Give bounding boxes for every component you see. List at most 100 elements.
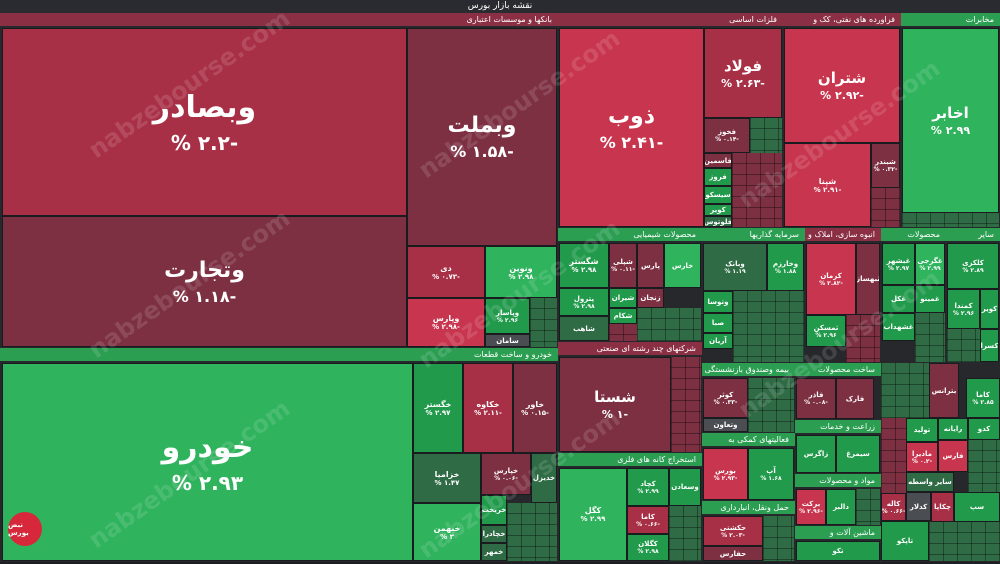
sector-insurance: بیمه وصندوق بازنشستگی کوثر% ۰.۳۳- وتعاون [702,363,795,433]
tile-shepna[interactable]: شپنا% ۲.۹۱- [784,143,871,227]
tile-kalkzi[interactable]: کلکزی% ۲.۸۹ [947,243,999,289]
sector-investment: سرمایه گذاریها وبانک% ۱.۱۹ وخارزم% ۱.۸۸ … [702,228,805,363]
tile-shkam[interactable]: شکام [609,308,637,324]
tile-petrol[interactable]: پترول% ۲.۹۸ [559,288,609,316]
tile-khodabal[interactable]: خدیزل [531,453,557,503]
tile-folad[interactable]: فولاد% ۲.۶۳- [704,28,782,118]
tile-fasmin[interactable]: فاسمین [704,153,732,168]
tile-takhar[interactable]: تاپکو [881,521,929,561]
tile-pars[interactable]: پارس [637,243,664,288]
tile-kasra[interactable]: کسرا [980,329,999,362]
tile-khzamia[interactable]: خزامیا% ۱.۴۷ [413,453,481,503]
sector-machinery: ماشین آلات و تکو [795,526,881,562]
tile-tolid[interactable]: تولید [906,418,938,442]
sector-telecom: مخابرات اخابر% ۲.۹۹ [901,13,1000,228]
tile-khgostar[interactable]: خگستر% ۲.۹۷ [413,363,463,453]
tile-simorgh[interactable]: سیمرغ [836,435,880,473]
tile-shahab[interactable]: شاهب [559,316,609,341]
tile-felozoom[interactable]: فلوتوس [704,216,732,227]
tile-haplay[interactable]: حفارس [703,546,763,561]
tile-bars[interactable]: بورس% ۲.۹۳- [703,448,748,500]
tile-vnovin[interactable]: ونوین% ۲.۹۸ [485,246,557,298]
tile-khmehr[interactable]: خمهر [481,543,507,561]
tile-vkharazm[interactable]: وخارزم% ۱.۸۸ [767,243,804,291]
tile-kama[interactable]: کاما% ۰.۶۶- [627,506,669,534]
tile-fakher[interactable]: فاذر% ۰.۰۸- [796,378,836,419]
tile-khekaveh[interactable]: خکاوه% ۲.۱۱- [463,363,513,453]
tile-vbank[interactable]: وبانک% ۱.۱۹ [703,243,767,291]
tile-khbahman[interactable]: خبهمن% ۳ [413,503,481,561]
tile-fkhoz[interactable]: فخوز% ۰.۱۴- [704,118,750,153]
tile-vbsadr[interactable]: وبصادر% ۲.۲- [2,28,407,216]
tile-dalbar-sm[interactable]: کدلار [906,492,931,521]
tile-ghmino[interactable]: غمینو [915,285,945,313]
tile-kgol[interactable]: کگل% ۲.۹۹ [559,468,627,561]
tile-dalbar[interactable]: دالبر [826,489,856,525]
tile-khchadr[interactable]: خچادرا [481,525,507,543]
tile-khrikht[interactable]: خریخت [481,495,507,525]
tile-zob[interactable]: ذوب% ۲.۴۱- [559,28,704,227]
tile-madira[interactable]: مادیرا% ۰.۲- [906,442,938,472]
tile-saman[interactable]: سامان [485,334,530,347]
sector-header: استخراج کانه های فلزی [558,453,702,466]
tile-shgostar[interactable]: شگستر% ۲.۹۸ [559,243,609,288]
tile-shiran[interactable]: شیران [609,288,637,308]
tile-arias[interactable]: آپ% ۱.۶۸ [748,448,794,500]
tile-raya[interactable]: رایانه [938,418,968,440]
tile-kharam[interactable]: کگلان% ۲.۹۸ [627,534,669,561]
tile-kchad[interactable]: کچاد% ۲.۹۹ [627,468,669,506]
tile-tekno[interactable]: تکو [796,541,880,561]
tile-vtuseh[interactable]: وتعاون [703,418,748,432]
tile-vbmelat[interactable]: وبملت% ۱.۵۸- [407,28,557,246]
tile-vtoosa[interactable]: وتوسا [703,291,733,313]
tile-vkhark[interactable]: بترانس [929,363,959,418]
sector-transport: حمل ونقل، انبارداری حکشتی% ۲.۰۳- حفارس [702,501,795,562]
tile-barkat[interactable]: برکت% ۲.۹۶- [796,489,826,525]
tile-khavar[interactable]: خاور% ۰.۱۵- [513,363,557,453]
tile-khpars[interactable]: خپارس% ۰.۰۶- [481,453,531,495]
tile-vpasar[interactable]: وپاسار% ۲.۹۶ [485,298,530,334]
tile-farsi[interactable]: فارس [938,440,968,472]
tile-hekmat[interactable]: حکشتی% ۲.۰۳- [703,516,763,546]
tile-frooz[interactable]: فروز [704,168,732,186]
tile-kavir[interactable]: کویر [704,204,732,216]
tile-zangan[interactable]: زنجان [637,288,664,308]
tile-vtejarat[interactable]: وتجارت% ۱.۱۸- [2,216,407,347]
tile-khodro[interactable]: خودرو% ۲.۹۳ [2,363,413,561]
tile-chakapa[interactable]: چکاپا [931,492,954,522]
tile-sisco[interactable]: سیسکو [704,186,732,204]
tile-kaleh[interactable]: کاله% ۰.۶۶- [881,493,906,521]
tile-vpars[interactable]: وپارس% ۲.۹۸- [407,298,485,347]
sector-products: محصولات غبشهر% ۲.۹۷ غگرجی% ۲.۹۹ غکل غمین… [881,228,946,363]
tile-ghshahd[interactable]: غشهداب [882,313,915,341]
tile-thabahsaz[interactable]: ثبهساز [856,243,880,315]
tile-ghgorji[interactable]: غگرجی% ۲.۹۹ [915,243,945,285]
tile-kvasdan[interactable]: وسعادن [669,468,701,506]
tile-saba[interactable]: صبا [703,313,733,333]
tile-gheshahar[interactable]: غبشهر% ۲.۹۷ [882,243,915,285]
tile-shbandar[interactable]: شبندر% ۰.۳۲- [871,143,900,188]
tile-farak[interactable]: فارک [836,378,874,419]
tile-arian[interactable]: آریان [703,333,733,349]
sector-header: محصولات شیمیایی [558,228,702,241]
tile-kadoma[interactable]: کدو [968,418,1000,440]
tile-karman[interactable]: کرمان% ۲.۸۲- [806,243,856,315]
tile-shesta[interactable]: شستا% ۱- [559,357,671,452]
tile-takhab[interactable]: سایر واسطه [906,472,954,492]
small-tiles-grid [507,503,557,561]
tile-kosar[interactable]: کوثر% ۰.۳۳- [703,378,748,418]
tile-dey[interactable]: دی% ۰.۷۳- [407,246,485,298]
tile-zagros[interactable]: زاگرس [796,435,836,473]
tile-kaar[interactable]: کاما% ۲.۸۵ [966,378,1000,418]
tile-ghak[interactable]: غکل [882,285,915,313]
tile-shatran[interactable]: شتران% ۲.۹۲- [784,28,900,143]
tile-shpali[interactable]: شپلی% ۰.۱۱- [609,243,637,288]
tile-kaveer[interactable]: کویر [980,289,999,329]
sector-metals: فلزات اساسی ذوب% ۲.۴۱- فولاد% ۲.۶۳- فخوز… [558,13,783,228]
tile-kamenad[interactable]: کمندا% ۲.۹۶ [947,289,980,329]
tile-khares[interactable]: خارس [664,243,701,288]
small-tiles-grid [748,378,794,432]
tile-seaz[interactable]: سپ [954,492,1000,522]
tile-thmasken[interactable]: ثمسکن% ۲.۹۶ [806,315,846,347]
tile-akhaber[interactable]: اخابر% ۲.۹۹ [902,28,999,213]
